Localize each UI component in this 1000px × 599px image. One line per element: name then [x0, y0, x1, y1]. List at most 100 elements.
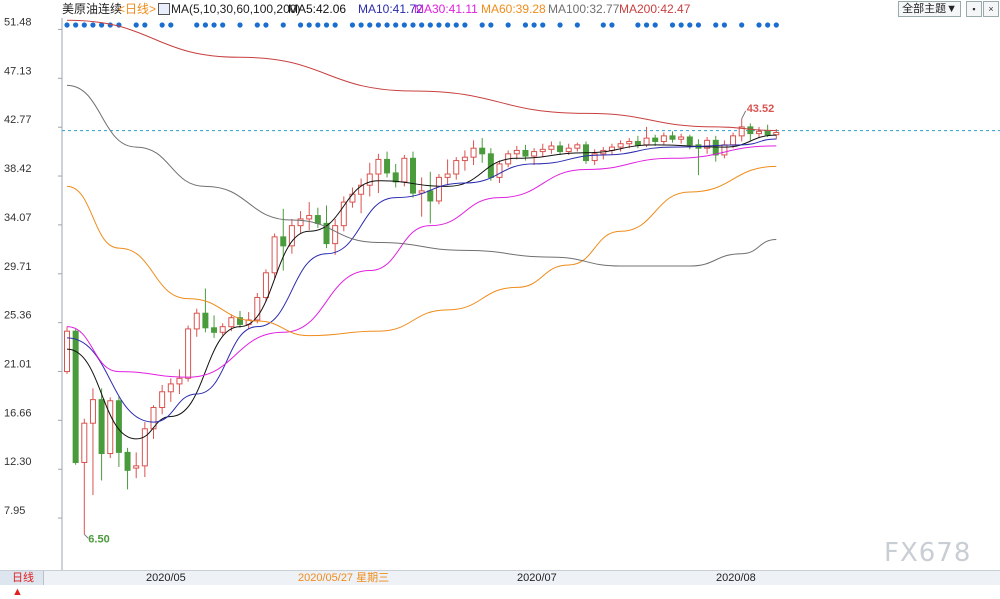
indicator-header: 美原油连续 <日线> MA(5,10,30,60,100,200) MA5:42…	[0, 0, 1000, 18]
candle-body	[427, 190, 434, 202]
event-dot	[410, 22, 416, 28]
low-pointer	[83, 533, 89, 539]
ma5-value: MA5:42.06	[288, 2, 347, 16]
candle-body	[721, 144, 728, 156]
candle-body	[435, 176, 442, 202]
event-dot	[462, 22, 468, 28]
event-dot	[445, 22, 451, 28]
candle-body	[704, 139, 711, 149]
event-dot	[427, 22, 433, 28]
event-dot	[133, 22, 139, 28]
candle-body	[522, 149, 529, 157]
event-dot	[159, 22, 165, 28]
candle-body	[358, 184, 365, 195]
event-dot	[635, 22, 641, 28]
candle-body	[219, 326, 226, 333]
event-dot	[531, 22, 537, 28]
event-dot	[211, 22, 217, 28]
candle-body	[539, 148, 546, 153]
candle-body	[384, 158, 391, 174]
event-dot	[540, 22, 546, 28]
candle-body	[297, 218, 304, 227]
event-dot	[669, 22, 676, 28]
y-tick-label: 7.95	[4, 505, 25, 517]
candle-body	[730, 135, 737, 146]
event-dot	[773, 22, 779, 28]
timeframe-tab[interactable]: 日线 ▲	[0, 571, 44, 598]
candle-body	[237, 317, 243, 325]
candle-body	[626, 140, 633, 145]
ma10-line	[66, 138, 777, 423]
event-dot	[557, 22, 563, 28]
watermark-logo: FX678	[884, 538, 972, 568]
candle-body	[254, 296, 261, 321]
candle-body	[332, 225, 339, 245]
candle-body	[141, 428, 148, 467]
candle-body	[314, 215, 321, 224]
candle-body	[764, 130, 771, 136]
y-tick-label: 38.42	[4, 163, 32, 175]
event-dot	[280, 22, 286, 28]
candle-body	[643, 137, 650, 146]
candle-body	[591, 153, 598, 162]
event-dot	[254, 22, 260, 28]
event-dot	[678, 22, 684, 28]
candle-body	[401, 157, 408, 183]
event-dot	[756, 22, 762, 28]
theme-dropdown[interactable]: 全部主题▼	[898, 1, 961, 17]
ma30-line	[66, 145, 777, 378]
indicator-settings-icon[interactable]	[158, 3, 170, 15]
event-dot	[332, 22, 338, 28]
candle-body	[565, 147, 572, 153]
event-dot	[81, 22, 87, 28]
event-dot	[90, 22, 96, 28]
candle-body	[531, 151, 538, 157]
event-dot	[142, 22, 148, 28]
candle-body	[669, 135, 676, 140]
event-dot	[652, 22, 658, 28]
ma30-value: MA30:41.11	[414, 2, 478, 16]
event-dot	[367, 22, 373, 28]
ma60-value: MA60:39.28	[481, 2, 546, 16]
candle-body	[107, 400, 114, 455]
close-icon[interactable]: ×	[983, 1, 999, 17]
y-tick-label: 29.71	[4, 261, 32, 273]
price-chart[interactable]: 51.48 47.13 42.77 38.42 34.07 29.71 25.36 21.01…	[0, 0, 1000, 584]
candle-body	[176, 377, 183, 385]
event-dot	[220, 22, 226, 28]
candle-body	[193, 312, 200, 330]
candle-body	[548, 145, 555, 150]
event-dot	[315, 22, 321, 28]
candle-body	[686, 136, 693, 146]
y-tick-label: 25.36	[4, 310, 32, 322]
candle-body	[773, 131, 780, 136]
candle-body	[453, 160, 460, 175]
candle-body	[323, 222, 330, 245]
event-dot	[600, 22, 606, 28]
candle-body	[124, 451, 131, 471]
event-dot	[765, 22, 771, 28]
x-tick-label: 2020/05	[146, 572, 186, 584]
candle-body	[228, 317, 235, 328]
event-dot	[609, 22, 615, 28]
ma100-value: MA100:32.77	[548, 2, 620, 16]
candle-body	[712, 139, 719, 156]
candle-body	[634, 140, 641, 146]
candle-body	[133, 465, 140, 469]
ma200-line	[66, 19, 777, 132]
candle-body	[738, 126, 745, 137]
event-dot	[306, 22, 312, 28]
timeframe-tag[interactable]: <日线>	[118, 2, 157, 16]
high-label: 43.52	[747, 103, 775, 115]
event-dot	[202, 22, 208, 28]
collapse-icon[interactable]: ▪	[966, 1, 982, 17]
candle-body	[280, 236, 287, 247]
candle-body	[366, 173, 373, 186]
event-dot	[574, 22, 580, 28]
event-dot	[263, 22, 269, 28]
event-dot	[505, 22, 511, 28]
y-tick-label: 47.13	[4, 65, 32, 77]
candle-body	[150, 406, 157, 430]
y-tick-label: 21.01	[4, 358, 32, 370]
candle-body	[81, 422, 88, 463]
